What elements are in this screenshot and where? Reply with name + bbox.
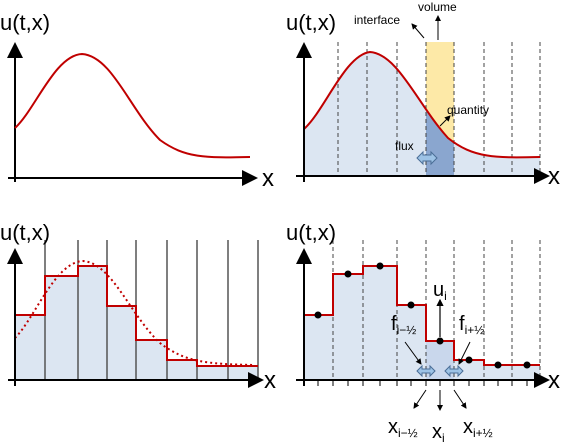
y-axis-label: u(t,x): [0, 220, 50, 245]
interface-pointer: [411, 23, 425, 39]
cell-center-points: [314, 262, 531, 369]
x-mid-label: xi: [432, 421, 445, 445]
interface-label: interface: [354, 13, 400, 27]
x-right-label: xi+½: [463, 416, 493, 440]
solution-curve: [14, 52, 251, 159]
y-axis-label: u(t,x): [286, 220, 336, 245]
cell-averages-fill: [15, 266, 258, 380]
flux-arrow-icon: [416, 150, 438, 166]
flux-label: flux: [395, 139, 414, 153]
area-under-curve: [304, 52, 540, 176]
quantity-label: quantity: [447, 103, 489, 117]
x-left-pointer: [413, 389, 427, 409]
y-axis-label: u(t,x): [286, 10, 336, 35]
solution-curve: [303, 50, 541, 159]
x-axis-label: x: [262, 165, 274, 192]
cell-averages-fill: [304, 266, 540, 380]
panel-top-left: u(t,x) x: [0, 10, 274, 192]
x-right-pointer: [453, 389, 467, 409]
panel-bottom-left: u(t,x) x: [0, 220, 276, 394]
f-right-pointer: [458, 341, 471, 365]
f-right-label: fi+½: [459, 313, 484, 337]
f-left-pointer: [404, 341, 422, 365]
u-label: ui: [433, 279, 447, 303]
x-left-label: xi−½: [388, 416, 418, 440]
x-axis-label: x: [264, 367, 276, 394]
x-axis-label: x: [548, 163, 560, 190]
f-left-label: fi−½: [391, 313, 416, 337]
original-curve-dotted: [14, 259, 256, 366]
x-axis-label: x: [548, 367, 560, 394]
y-axis-label: u(t,x): [0, 10, 50, 35]
flux-arrow-left-icon: [416, 364, 436, 378]
volume-label: volume: [418, 0, 457, 14]
quantity-pointer: [439, 115, 451, 127]
panel-top-right: volume interface quantity flux u(t,x) x: [286, 0, 560, 190]
panel-bottom-right: ui fi−½ fi+½ xi−½ xi xi+½ u(t,x) x: [286, 220, 560, 445]
flux-arrow-right-icon: [444, 364, 464, 378]
